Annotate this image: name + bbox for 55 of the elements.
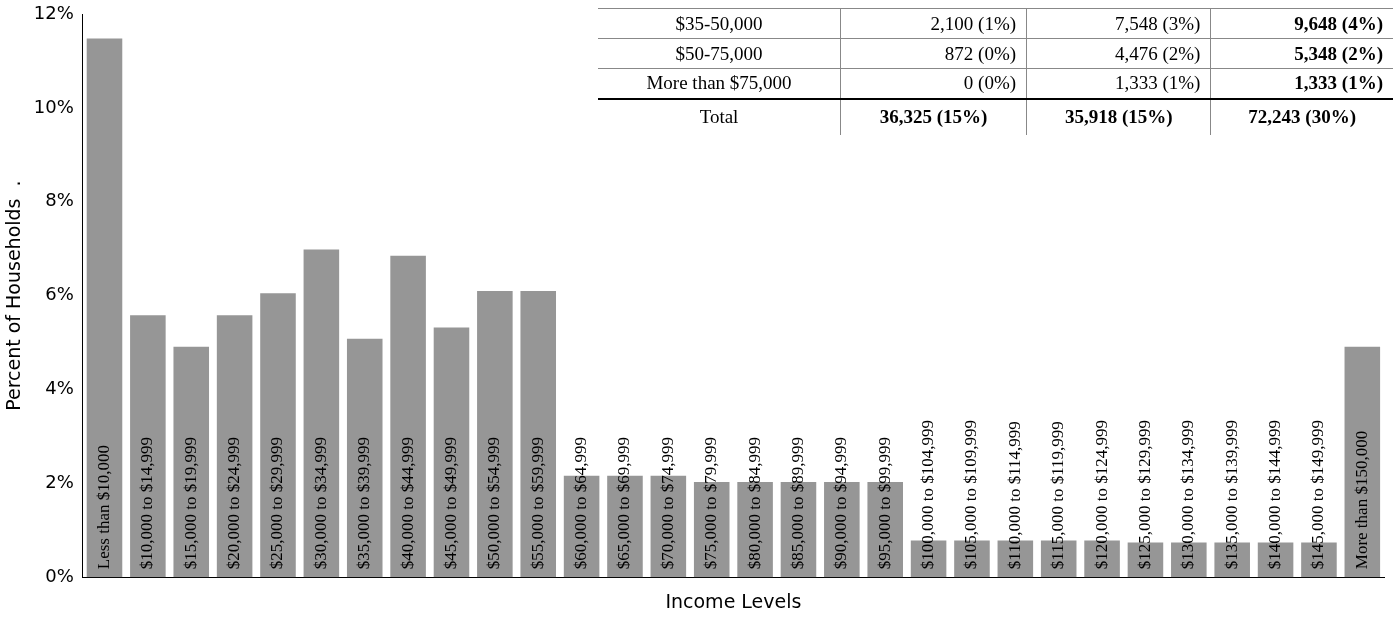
x-tick-label: Less than $10,000 [93, 445, 113, 570]
y-tick-label: 2% [45, 471, 74, 493]
annotation: 36,325 (15%) [840, 98, 1027, 135]
x-tick-label: $35,000 to $39,999 [354, 436, 374, 570]
annotation: 872 (0%) [840, 38, 1027, 69]
x-tick-label: $20,000 to $24,999 [224, 436, 244, 570]
y-tick-label: 4% [45, 377, 74, 399]
x-tick-label: $85,000 to $89,999 [787, 436, 807, 570]
x-tick-label: $115,000 to $119,999 [1048, 421, 1068, 570]
x-tick-label: $55,000 to $59,999 [527, 436, 547, 570]
x-tick-label: $15,000 to $19,999 [180, 436, 200, 570]
annotation: 0 (0%) [840, 68, 1027, 99]
x-tick-label: $75,000 to $79,999 [701, 436, 721, 570]
annotation: 2,100 (1%) [840, 8, 1027, 39]
x-tick-label: $130,000 to $134,999 [1178, 419, 1198, 570]
x-tick-label: $125,000 to $129,999 [1134, 419, 1154, 570]
x-tick-label: $25,000 to $29,999 [267, 436, 287, 570]
y-tick-label: 6% [45, 283, 74, 305]
annotation: $35-50,000 [674, 11, 764, 36]
annotation: Total [698, 105, 740, 129]
x-tick-label: $45,000 to $49,999 [440, 436, 460, 570]
y-tick-label: 12% [33, 1, 74, 23]
x-tick-label: $135,000 to $139,999 [1221, 419, 1241, 570]
x-tick-label: $105,000 to $109,999 [961, 419, 981, 570]
x-tick-label: $50,000 to $54,999 [484, 436, 504, 570]
x-tick-label: $90,000 to $94,999 [831, 436, 851, 570]
annotation: 7,548 (3%) [1026, 8, 1211, 39]
x-tick-label: $110,000 to $114,999 [1004, 421, 1024, 570]
annotation: 1,333 (1%) [1026, 68, 1211, 99]
x-tick-label: $120,000 to $124,999 [1091, 419, 1111, 570]
annotation: $50-75,000 [674, 41, 764, 66]
y-tick-label: 10% [33, 95, 74, 117]
x-tick-label: $80,000 to $84,999 [744, 436, 764, 570]
annotation: 72,243 (30%) [1210, 98, 1393, 135]
x-tick-label: $140,000 to $144,999 [1265, 419, 1285, 570]
x-tick-label: More than $150,000 [1351, 430, 1371, 570]
annotation: 9,648 (4%) [1210, 8, 1393, 39]
x-tick-label: $100,000 to $104,999 [918, 419, 938, 570]
y-tick-label: 8% [45, 189, 74, 211]
annotation: 1,333 (1%) [1210, 68, 1393, 99]
y-tick-label: 0% [45, 564, 74, 586]
x-tick-label: $70,000 to $74,999 [657, 436, 677, 570]
x-tick-label: $65,000 to $69,999 [614, 436, 634, 570]
x-tick-label: $40,000 to $44,999 [397, 436, 417, 570]
x-tick-label: $10,000 to $14,999 [137, 436, 157, 570]
x-tick-label: $60,000 to $64,999 [571, 436, 591, 570]
annotation: More than $75,000 [645, 71, 793, 96]
x-tick-label: $30,000 to $34,999 [310, 436, 330, 570]
x-tick-label: $95,000 to $99,999 [874, 436, 894, 570]
x-axis-title: Income Levels [665, 589, 802, 612]
y-axis-title: Percent of Households . [2, 180, 25, 411]
annotation: 4,476 (2%) [1026, 38, 1211, 69]
annotation: 35,918 (15%) [1026, 98, 1211, 135]
x-tick-label: $145,000 to $149,999 [1308, 419, 1328, 570]
annotation: 5,348 (2%) [1210, 38, 1393, 69]
